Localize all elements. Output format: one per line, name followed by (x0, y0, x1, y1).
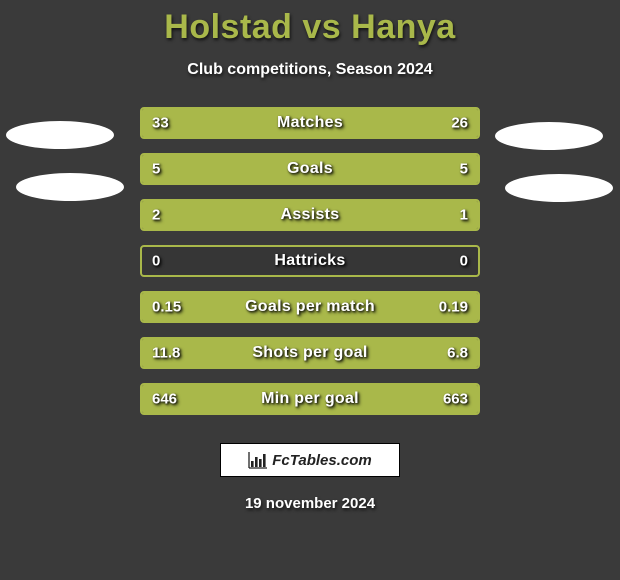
stat-row: 21Assists (140, 199, 480, 231)
comparison-card: Holstad vs Hanya Club competitions, Seas… (0, 0, 620, 580)
stat-label: Goals (142, 160, 478, 178)
player-marker (16, 173, 124, 201)
stat-row: 646663Min per goal (140, 383, 480, 415)
player-marker (495, 122, 603, 150)
stat-label: Goals per match (142, 298, 478, 316)
player-marker (6, 121, 114, 149)
stat-row: 11.86.8Shots per goal (140, 337, 480, 369)
chart-icon (248, 451, 268, 469)
brand-text: FcTables.com (272, 452, 371, 469)
stat-row: 55Goals (140, 153, 480, 185)
player-marker (505, 174, 613, 202)
stat-label: Matches (142, 114, 478, 132)
brand-badge[interactable]: FcTables.com (220, 443, 400, 477)
stat-label: Shots per goal (142, 344, 478, 362)
page-title: Holstad vs Hanya (164, 8, 455, 47)
stat-label: Assists (142, 206, 478, 224)
subtitle: Club competitions, Season 2024 (187, 61, 432, 79)
stat-label: Min per goal (142, 390, 478, 408)
stats-area: 3326Matches 55Goals 21Assists 00Hattricks 0.… (0, 107, 620, 429)
stat-row: 00Hattricks (140, 245, 480, 277)
stat-label: Hattricks (142, 252, 478, 270)
stat-row: 0.150.19Goals per match (140, 291, 480, 323)
date-label: 19 november 2024 (245, 495, 375, 512)
stat-row: 3326Matches (140, 107, 480, 139)
